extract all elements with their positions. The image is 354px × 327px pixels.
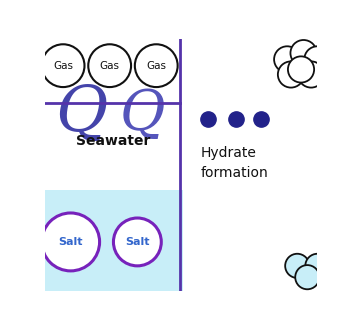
Text: Gas: Gas — [100, 61, 120, 71]
Circle shape — [290, 40, 316, 66]
Circle shape — [274, 46, 300, 73]
Circle shape — [305, 254, 330, 278]
Bar — [45, 190, 183, 291]
Text: Q: Q — [56, 84, 108, 146]
Circle shape — [135, 44, 178, 87]
Text: Seawater: Seawater — [76, 134, 151, 148]
Text: Gas: Gas — [146, 61, 166, 71]
Circle shape — [42, 44, 85, 87]
Text: Gas: Gas — [53, 61, 73, 71]
Circle shape — [288, 56, 314, 82]
Text: Q: Q — [120, 87, 165, 142]
Text: Hydrate
formation: Hydrate formation — [200, 146, 268, 180]
Circle shape — [304, 46, 331, 73]
Text: Salt: Salt — [58, 237, 83, 247]
Text: Salt: Salt — [125, 237, 150, 247]
Circle shape — [42, 213, 99, 271]
Circle shape — [285, 254, 309, 278]
Circle shape — [88, 44, 131, 87]
Circle shape — [278, 61, 304, 88]
Circle shape — [113, 218, 161, 266]
Circle shape — [298, 61, 324, 88]
Circle shape — [295, 265, 319, 289]
